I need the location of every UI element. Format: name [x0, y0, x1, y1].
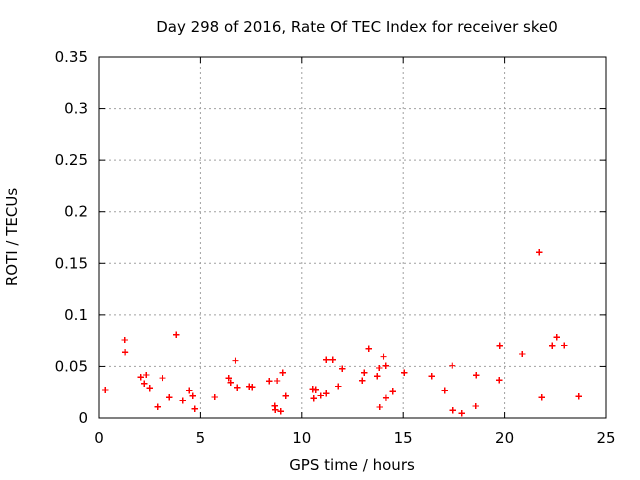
data-point	[376, 403, 383, 410]
data-point	[365, 345, 372, 352]
y-tick-labels: 0 0.05 0.1 0.15 0.2 0.25 0.3 0.35	[55, 48, 88, 427]
data-point	[122, 349, 129, 356]
x-tick-label: 5	[196, 429, 206, 447]
data-point	[309, 386, 316, 393]
data-point	[519, 350, 526, 357]
data-point	[549, 342, 556, 349]
y-axis-label: ROTI / TECUs	[3, 188, 21, 286]
data-point	[282, 392, 289, 399]
y-tick-label: 0.15	[55, 254, 88, 272]
y-tick-label: 0.3	[64, 100, 88, 118]
data-point	[154, 403, 161, 410]
grid-lines	[99, 57, 606, 418]
y-tick-label: 0.25	[55, 151, 88, 169]
data-point	[279, 369, 286, 376]
axis-ticks	[98, 56, 607, 419]
data-point	[312, 386, 319, 393]
y-tick-label: 0	[78, 409, 88, 427]
data-point	[575, 393, 582, 400]
data-point	[496, 342, 503, 349]
data-point	[317, 392, 324, 399]
data-point	[102, 386, 109, 393]
data-point	[401, 369, 408, 376]
data-point	[441, 387, 448, 394]
data-point	[225, 375, 232, 382]
data-point	[472, 402, 479, 409]
data-point	[323, 390, 330, 397]
x-tick-label: 0	[94, 429, 104, 447]
data-point	[376, 364, 383, 371]
data-point	[458, 410, 465, 417]
data-points	[102, 249, 582, 417]
data-point	[473, 372, 480, 379]
data-point	[234, 384, 241, 391]
data-point	[561, 342, 568, 349]
data-point	[166, 394, 173, 401]
y-tick-label: 0.2	[64, 203, 88, 221]
data-point	[428, 373, 435, 380]
data-point	[179, 397, 186, 404]
data-point	[272, 406, 279, 413]
data-point	[449, 362, 456, 369]
data-point	[374, 373, 381, 380]
data-point	[266, 378, 273, 385]
data-point	[143, 372, 150, 379]
data-point	[159, 375, 166, 382]
data-point	[382, 362, 389, 369]
plot-frame	[98, 56, 607, 419]
data-point	[380, 353, 387, 360]
data-point	[146, 385, 153, 392]
data-point	[361, 369, 368, 376]
data-point	[389, 388, 396, 395]
y-tick-label: 0.05	[55, 357, 88, 375]
data-point	[335, 383, 342, 390]
data-point	[211, 393, 218, 400]
data-point	[323, 356, 330, 363]
data-point	[536, 249, 543, 256]
data-point	[186, 387, 193, 394]
data-point	[449, 407, 456, 414]
data-point	[137, 374, 144, 381]
y-tick-label: 0.35	[55, 48, 88, 66]
data-point	[339, 365, 346, 372]
x-tick-label: 10	[292, 429, 311, 447]
data-point	[329, 356, 336, 363]
x-tick-label: 20	[495, 429, 514, 447]
x-axis-label: GPS time / hours	[289, 456, 415, 474]
data-point	[274, 378, 281, 385]
data-point	[310, 395, 317, 402]
x-tick-labels: 0 5 10 15 20 25	[94, 429, 615, 447]
data-point	[227, 379, 234, 386]
data-point	[538, 394, 545, 401]
data-point	[141, 380, 148, 387]
chart-title: Day 298 of 2016, Rate Of TEC Index for r…	[156, 18, 558, 36]
data-point	[191, 405, 198, 412]
data-point	[173, 331, 180, 338]
data-point	[496, 377, 503, 384]
y-tick-label: 0.1	[64, 306, 88, 324]
data-point	[553, 334, 560, 341]
data-point	[232, 357, 239, 364]
x-tick-label: 25	[596, 429, 615, 447]
data-point	[249, 384, 256, 391]
data-point	[382, 394, 389, 401]
data-point	[121, 337, 128, 344]
data-point	[277, 408, 284, 415]
data-point	[189, 392, 196, 399]
x-tick-label: 15	[394, 429, 413, 447]
data-point	[359, 377, 366, 384]
